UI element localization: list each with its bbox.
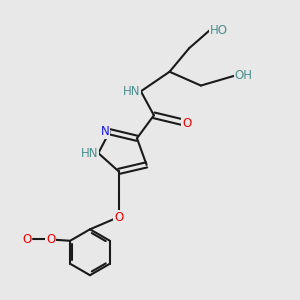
Text: OH: OH [235, 69, 253, 82]
Text: HN: HN [123, 85, 141, 98]
Text: N: N [101, 125, 110, 138]
Text: O: O [22, 233, 32, 246]
Text: HO: HO [210, 23, 228, 37]
Text: HN: HN [81, 147, 98, 160]
Text: O: O [114, 211, 123, 224]
Text: O: O [46, 233, 55, 246]
Text: O: O [182, 117, 191, 130]
